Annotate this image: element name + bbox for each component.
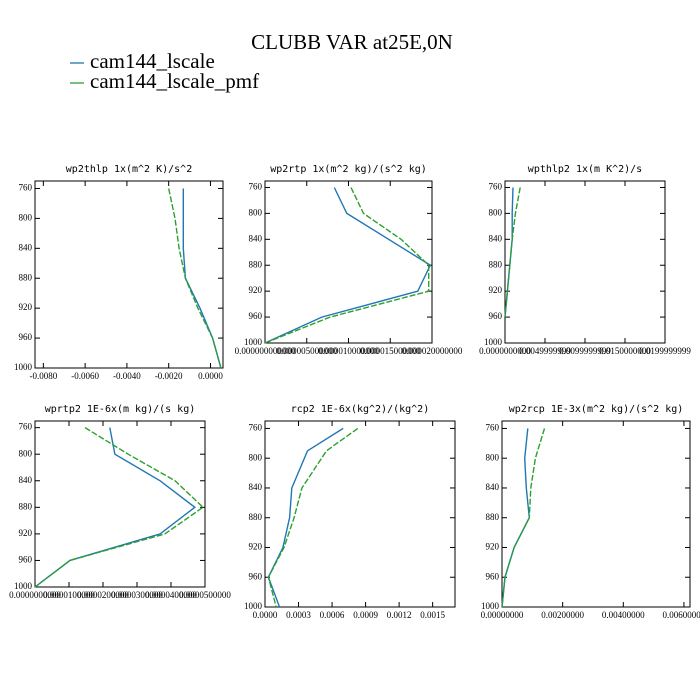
x-tick-label: 0.0000100000: [43, 590, 95, 600]
y-tick-label: 840: [19, 242, 33, 252]
x-tick-label: 0.000010000000: [318, 346, 379, 356]
y-tick-label: 1000: [484, 337, 503, 347]
y-tick-label: 760: [249, 423, 263, 433]
x-tick-label: 0.0012: [387, 610, 412, 620]
y-tick-label: 800: [249, 452, 263, 462]
y-tick-label: 880: [249, 512, 263, 522]
profile-line: [168, 188, 222, 369]
x-tick-label: 0.0015: [420, 610, 445, 620]
x-tick-label: 0.0199999999: [639, 346, 691, 356]
x-tick-label: 0.000000000000: [235, 346, 296, 356]
figure-title: CLUBB VAR at25E,0N: [251, 30, 453, 54]
x-tick-label: 0.0000000000: [9, 590, 61, 600]
x-tick-label: 0.0009: [353, 610, 378, 620]
x-tick-label: 0.0000000000: [479, 346, 531, 356]
y-tick-label: 1000: [481, 601, 500, 611]
y-tick-label: 840: [489, 233, 503, 243]
y-tick-label: 960: [249, 571, 263, 581]
profile-line: [264, 187, 432, 344]
plot-frame: [501, 420, 691, 608]
x-tick-label: 0.00600000: [663, 610, 700, 620]
x-tick-label: 0.0099999999: [559, 346, 611, 356]
x-tick-label: 0.0000200000: [77, 590, 129, 600]
x-tick-label: 0.0000400000: [145, 590, 197, 600]
profile-line: [264, 187, 430, 344]
y-tick-label: 920: [489, 285, 503, 295]
x-tick-label: 0.00000000: [481, 610, 524, 620]
y-tick-label: 840: [19, 475, 33, 485]
profile-line: [501, 428, 546, 608]
panel-title: wp2rcp 1E-3x(m^2 kg)/(s^2 kg): [509, 404, 684, 415]
y-tick-label: 760: [249, 182, 263, 192]
y-tick-label: 880: [489, 259, 503, 269]
x-tick-label: 0.0049999999: [519, 346, 571, 356]
y-tick-label: 960: [19, 332, 33, 342]
x-tick-label: 0.00200000: [541, 610, 584, 620]
y-tick-label: 880: [486, 512, 500, 522]
y-tick-label: 880: [249, 259, 263, 269]
y-tick-label: 760: [486, 423, 500, 433]
y-tick-label: 1000: [14, 581, 33, 591]
legend-label: cam144_lscale: [90, 49, 215, 73]
x-tick-label: 0.000015000000: [360, 346, 421, 356]
y-tick-label: 1000: [244, 601, 263, 611]
x-tick-label: 0.0003: [286, 610, 311, 620]
y-tick-label: 800: [489, 207, 503, 217]
profile-line: [34, 427, 205, 588]
y-tick-label: 800: [249, 207, 263, 217]
plot-frame: [34, 180, 224, 369]
x-tick-label: 0.000020000000: [402, 346, 463, 356]
x-tick-label: 0.000005000000: [276, 346, 337, 356]
y-tick-label: 840: [249, 482, 263, 492]
y-tick-label: 760: [489, 182, 503, 192]
x-tick-label: 0.0000300000: [111, 590, 163, 600]
y-tick-label: 920: [19, 528, 33, 538]
plot-frame: [34, 420, 206, 588]
y-tick-label: 920: [249, 285, 263, 295]
x-tick-label: -0.0020: [155, 371, 183, 381]
x-tick-label: 0.0006: [320, 610, 345, 620]
x-tick-label: -0.0040: [113, 371, 141, 381]
y-tick-label: 960: [19, 555, 33, 565]
y-tick-label: 920: [486, 542, 500, 552]
plot-frame: [264, 420, 456, 608]
x-tick-label: 0.0000500000: [179, 590, 231, 600]
y-tick-label: 840: [486, 482, 500, 492]
y-tick-label: 1000: [14, 362, 33, 372]
y-tick-label: 960: [486, 571, 500, 581]
panel-title: wp2rtp 1x(m^2 kg)/(s^2 kg): [270, 164, 427, 175]
profile-line: [267, 427, 359, 608]
panel-title: wpthlp2 1x(m K^2)/s: [528, 164, 642, 175]
y-tick-label: 920: [19, 302, 33, 312]
y-tick-label: 760: [19, 422, 33, 432]
legend-label: cam144_lscale_pmf: [90, 69, 259, 93]
y-tick-label: 800: [19, 448, 33, 458]
y-tick-label: 760: [19, 183, 33, 193]
x-tick-label: -0.0060: [71, 371, 99, 381]
y-tick-label: 920: [249, 542, 263, 552]
x-tick-label: 0.0000: [198, 371, 223, 381]
y-tick-label: 880: [19, 501, 33, 511]
x-tick-label: -0.0080: [29, 371, 57, 381]
y-tick-label: 960: [489, 311, 503, 321]
panel-title: wprtp2 1E-6x(m kg)/(s kg): [45, 404, 196, 415]
y-tick-label: 840: [249, 233, 263, 243]
panel-title: rcp2 1E-6x(kg^2)/(kg^2): [291, 404, 429, 415]
y-tick-label: 800: [19, 212, 33, 222]
x-tick-label: 0.00400000: [602, 610, 645, 620]
profile-line: [504, 187, 521, 318]
y-tick-label: 800: [486, 452, 500, 462]
panel-title: wp2thlp 1x(m^2 K)/s^2: [66, 164, 192, 175]
y-tick-label: 960: [249, 311, 263, 321]
x-tick-label: 0.0000: [253, 610, 278, 620]
y-tick-label: 1000: [244, 337, 263, 347]
y-tick-label: 880: [19, 272, 33, 282]
x-tick-label: 0.0150000000: [599, 346, 651, 356]
